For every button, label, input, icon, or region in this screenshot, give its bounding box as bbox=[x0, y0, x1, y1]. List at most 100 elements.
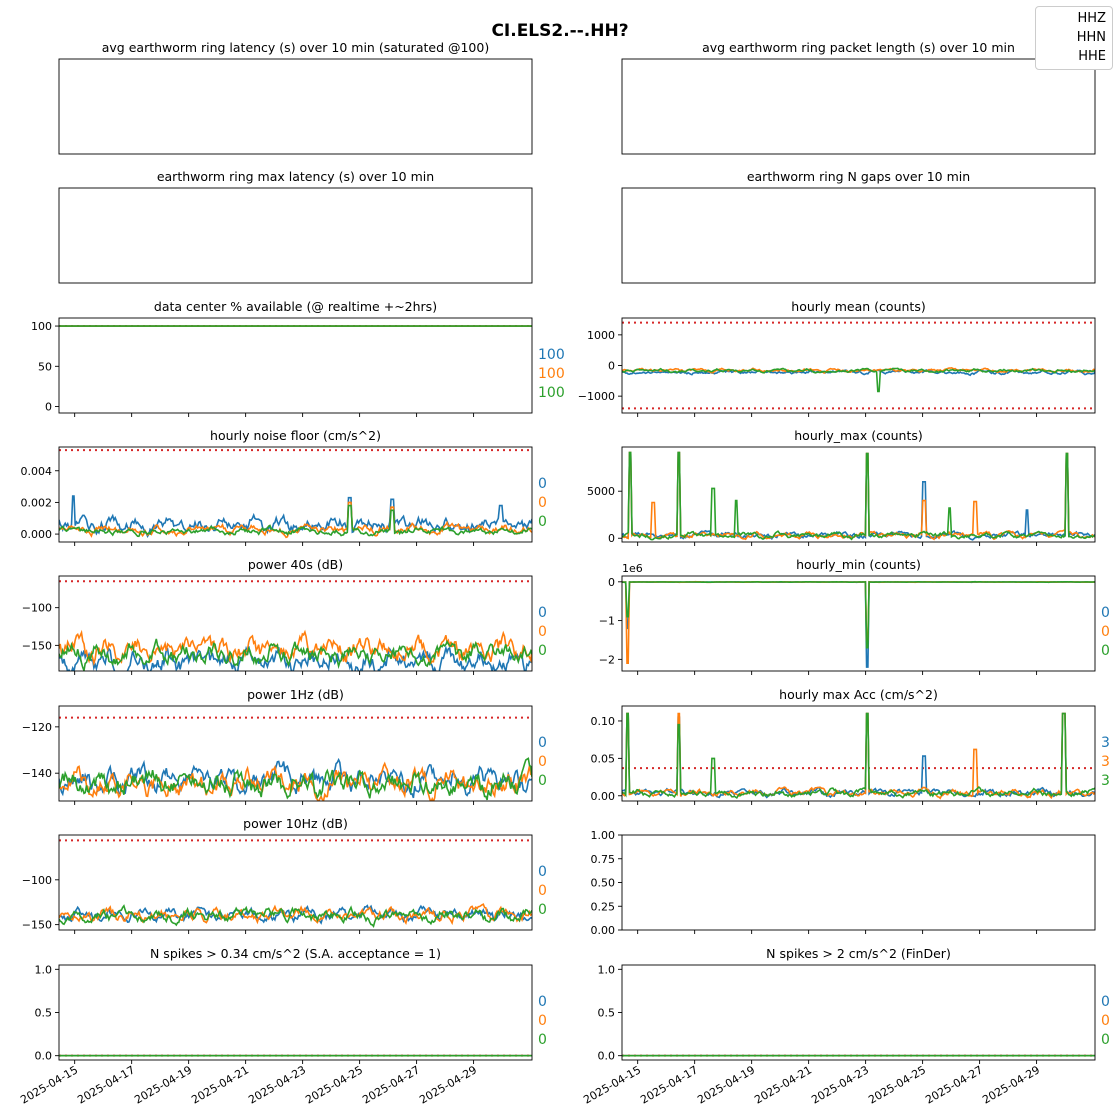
legend-entry-hhn: HHN bbox=[1076, 30, 1106, 45]
end-label-hhn: 0 bbox=[538, 1013, 547, 1029]
x-tick-label: 2025-04-29 bbox=[417, 1063, 479, 1106]
end-label-hhe: 0 bbox=[1101, 1032, 1110, 1048]
plot-frame bbox=[58, 834, 533, 931]
end-label-hhz: 0 bbox=[538, 476, 547, 492]
subplot-p6: hourly mean (counts) −1000 0 1000 bbox=[578, 299, 1096, 417]
subplot-p3: earthworm ring max latency (s) over 10 m… bbox=[58, 169, 533, 284]
y-tick-label: 0.0 bbox=[35, 1050, 53, 1063]
offset-text: 1e6 bbox=[622, 562, 643, 575]
y-tick-label: 0 bbox=[608, 360, 615, 373]
y-tick-label: −150 bbox=[22, 919, 52, 932]
end-label-hhz: 0 bbox=[538, 864, 547, 880]
y-tick-label: 0.75 bbox=[591, 853, 616, 866]
end-label-hhe: 0 bbox=[538, 1032, 547, 1048]
x-tick-label: 2025-04-17 bbox=[638, 1063, 700, 1106]
plot-frame bbox=[58, 705, 533, 802]
end-label-hhn: 0 bbox=[538, 624, 547, 640]
end-label-hhe: 100 bbox=[538, 385, 565, 401]
y-tick-label: 0.10 bbox=[591, 715, 616, 728]
y-tick-label: 0 bbox=[608, 576, 615, 589]
series-line-hhz bbox=[622, 451, 1095, 541]
x-tick-label: 2025-04-25 bbox=[303, 1063, 365, 1106]
plot-frame bbox=[58, 58, 533, 155]
end-label-hhe: 0 bbox=[538, 643, 547, 659]
series-line-hhe bbox=[622, 580, 1095, 649]
legend-entry-hhe: HHE bbox=[1078, 49, 1106, 64]
subplot-title: N spikes > 0.34 cm/s^2 (S.A. acceptance … bbox=[150, 946, 441, 961]
legend: HHZ HHN HHE bbox=[1035, 6, 1113, 70]
series-line-hhz bbox=[59, 757, 532, 799]
y-tick-label: 0 bbox=[45, 401, 52, 414]
plot-frame bbox=[621, 834, 1096, 931]
x-tick-label: 2025-04-19 bbox=[695, 1063, 757, 1106]
subplot-p5: data center % available (@ realtime +~2h… bbox=[31, 299, 565, 417]
y-tick-label: 0.0 bbox=[598, 1050, 616, 1063]
end-label-hhe: 3 bbox=[1101, 773, 1110, 789]
y-tick-label: −120 bbox=[22, 721, 52, 734]
plot-frame bbox=[621, 964, 1096, 1061]
y-tick-label: −150 bbox=[22, 639, 52, 652]
y-tick-label: 0.004 bbox=[21, 465, 53, 478]
subplot-title: power 40s (dB) bbox=[248, 557, 343, 572]
subplot-p7: hourly noise floor (cm/s^2) 0.000 0.002 0.0… bbox=[21, 428, 547, 546]
end-label-hhe: 0 bbox=[538, 773, 547, 789]
x-tick-label: 2025-04-29 bbox=[980, 1063, 1042, 1106]
x-tick-label: 2025-04-21 bbox=[752, 1063, 814, 1106]
series-line-hhn bbox=[59, 903, 532, 926]
series-line-hhn bbox=[622, 712, 1095, 800]
y-tick-label: 0.5 bbox=[598, 1007, 616, 1020]
y-tick-label: 0.00 bbox=[591, 790, 616, 803]
y-tick-label: 1.00 bbox=[591, 829, 616, 842]
end-label-hhn: 100 bbox=[538, 366, 565, 382]
figure-title: CI.ELS2.--.HH? bbox=[491, 21, 628, 41]
subplot-p16: N spikes > 2 cm/s^2 (FinDer) 0.0 0.5 1.0 202… bbox=[581, 946, 1110, 1107]
y-tick-label: 0.25 bbox=[591, 900, 616, 913]
subplot-title: avg earthworm ring latency (s) over 10 m… bbox=[102, 40, 489, 55]
y-tick-label: 5000 bbox=[587, 485, 615, 498]
subplot-title: data center % available (@ realtime +~2h… bbox=[154, 299, 437, 314]
plot-frame bbox=[58, 187, 533, 284]
plot-frame bbox=[621, 58, 1096, 155]
x-tick-label: 2025-04-15 bbox=[581, 1063, 643, 1106]
y-tick-label: 0.5 bbox=[35, 1007, 53, 1020]
x-tick-label: 2025-04-19 bbox=[132, 1063, 194, 1106]
end-label-hhz: 100 bbox=[538, 347, 565, 363]
subplot-p9: power 40s (dB) −150 −100 0 0 0 bbox=[22, 557, 547, 675]
end-label-hhz: 3 bbox=[1101, 735, 1110, 751]
subplot-title: avg earthworm ring packet length (s) ove… bbox=[702, 40, 1015, 55]
plot-frame bbox=[621, 317, 1096, 414]
series-line-hhz bbox=[59, 644, 532, 671]
x-tick-label: 2025-04-15 bbox=[18, 1063, 80, 1106]
series-line-hhz bbox=[622, 712, 1095, 799]
subplot-title: earthworm ring max latency (s) over 10 m… bbox=[157, 169, 434, 184]
y-tick-label: 100 bbox=[31, 320, 52, 333]
subplot-title: hourly_min (counts) bbox=[796, 557, 921, 572]
plot-frame bbox=[621, 187, 1096, 284]
series-line-hhe bbox=[622, 367, 1095, 393]
end-label-hhz: 0 bbox=[538, 605, 547, 621]
series-line-hhz bbox=[59, 495, 532, 538]
end-label-hhn: 0 bbox=[1101, 1013, 1110, 1029]
end-label-hhn: 0 bbox=[538, 754, 547, 770]
x-tick-label: 2025-04-23 bbox=[246, 1063, 308, 1106]
subplot-p15: N spikes > 0.34 cm/s^2 (S.A. acceptance … bbox=[18, 946, 547, 1107]
subplot-p13: power 10Hz (dB) −150 −100 0 0 0 bbox=[22, 816, 547, 934]
subplot-p1: avg earthworm ring latency (s) over 10 m… bbox=[58, 40, 533, 155]
subplot-p2: avg earthworm ring packet length (s) ove… bbox=[621, 40, 1096, 155]
y-tick-label: −100 bbox=[22, 602, 52, 615]
subplot-title: power 1Hz (dB) bbox=[247, 687, 344, 702]
x-tick-label: 2025-04-27 bbox=[360, 1063, 422, 1106]
y-tick-label: −2 bbox=[599, 653, 615, 666]
y-tick-label: −1 bbox=[599, 615, 615, 628]
y-tick-label: −140 bbox=[22, 767, 52, 780]
y-tick-label: 1.0 bbox=[598, 963, 616, 976]
y-tick-label: 50 bbox=[38, 360, 52, 373]
x-tick-label: 2025-04-17 bbox=[75, 1063, 137, 1106]
plot-frame bbox=[58, 317, 533, 414]
series-line-hhe bbox=[59, 638, 532, 671]
y-tick-label: 0 bbox=[608, 532, 615, 545]
series-line-hhe bbox=[622, 451, 1095, 541]
subplot-title: hourly_max (counts) bbox=[794, 428, 923, 443]
series-line-hhe bbox=[59, 757, 532, 801]
